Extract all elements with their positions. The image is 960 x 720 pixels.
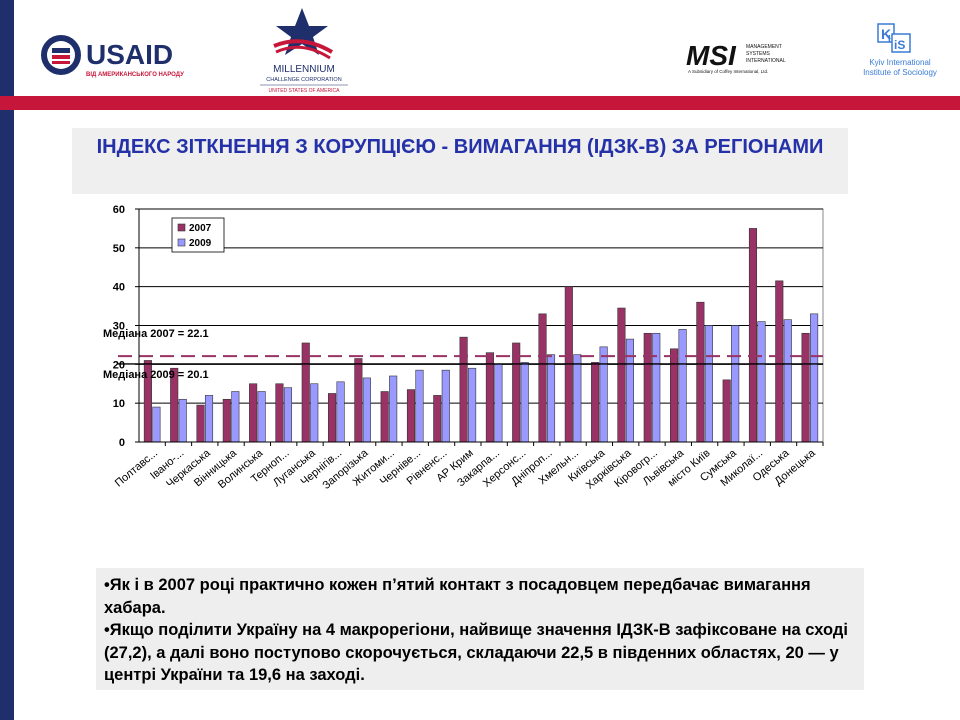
bar-2007-13 <box>459 336 468 443</box>
bar-2007-16 <box>538 313 547 443</box>
bar-2009-8 <box>336 381 345 443</box>
bar-2009-10 <box>389 375 398 443</box>
bar-2009-17 <box>573 354 582 443</box>
bar-2009-26 <box>810 313 819 443</box>
bar-2007-19 <box>617 307 626 443</box>
bar-2007-11 <box>406 389 416 443</box>
bar-2007-18 <box>591 362 600 443</box>
kiis-line2: Institute of Sociology <box>863 68 937 77</box>
y-tick-label: 10 <box>113 398 125 410</box>
left-accent-bar <box>0 0 14 720</box>
bar-2007-14 <box>485 352 494 443</box>
usaid-logo: USAID ВІД АМЕРИКАНСЬКОГО НАРОДУ <box>38 34 188 82</box>
bar-2009-24 <box>757 321 766 443</box>
bar-2007-12 <box>433 395 442 443</box>
median-label-2: Медіана 2009 = 20.1 <box>103 369 209 381</box>
bar-2007-25 <box>775 280 784 443</box>
mcc-line1: MILLENNIUM <box>273 64 335 75</box>
bar-2007-6 <box>275 383 284 443</box>
msi-line2: SYSTEMS <box>746 51 771 57</box>
bar-2007-21 <box>670 348 679 443</box>
header-divider-band <box>0 96 960 110</box>
bar-2009-4 <box>231 391 240 443</box>
bar-2007-24 <box>748 228 758 443</box>
bar-2009-3 <box>204 395 214 443</box>
bar-2009-9 <box>362 377 371 443</box>
kiis-mark-is: iS <box>894 38 905 52</box>
bar-2007-7 <box>301 342 310 443</box>
legend-swatch-2009 <box>177 238 186 247</box>
usaid-wordmark: USAID <box>86 39 173 70</box>
legend-label-2009: 2009 <box>189 238 212 249</box>
bar-2009-22 <box>704 325 713 443</box>
legend-label-2007: 2007 <box>189 223 212 234</box>
y-tick-label: 50 <box>113 243 125 255</box>
summary-notes: •Як і в 2007 році практично кожен п’ятий… <box>96 568 864 690</box>
bar-2009-2 <box>178 398 187 443</box>
slide-title: ІНДЕКС ЗІТКНЕННЯ З КОРУПЦІЄЮ - ВИМАГАННЯ… <box>72 128 848 194</box>
bar-2009-5 <box>257 391 266 443</box>
mcc-logo: MILLENNIUM CHALLENGE CORPORATION UNITED … <box>252 6 356 96</box>
msi-line3: INTERNATIONAL <box>746 58 786 64</box>
y-tick-label: 20 <box>113 359 125 371</box>
kiis-mark-k: K <box>881 26 891 42</box>
mcc-line2: CHALLENGE CORPORATION <box>266 77 341 83</box>
median-label-1: Медіана 2007 = 22.1 <box>103 328 209 340</box>
bar-2009-1 <box>152 406 161 443</box>
bar-2009-20 <box>652 332 661 443</box>
msi-tagline: A Subsidiary of Coffey International, Lt… <box>688 69 768 74</box>
bar-2007-23 <box>722 379 731 443</box>
y-tick-label: 0 <box>119 437 125 449</box>
msi-line1: MANAGEMENT <box>746 44 782 50</box>
kiis-logo: K I iS Kyiv International Institute of S… <box>854 20 944 80</box>
bar-2009-15 <box>520 362 529 443</box>
bar-2009-14 <box>494 364 503 443</box>
bar-2007-9 <box>354 358 363 443</box>
note-bullet-1: •Як і в 2007 році практично кожен п’ятий… <box>104 576 811 617</box>
bar-2007-15 <box>512 342 521 443</box>
bar-2007-26 <box>801 332 810 443</box>
y-tick-label: 30 <box>113 321 125 333</box>
y-tick-label: 40 <box>113 282 125 294</box>
y-tick-label: 60 <box>113 204 125 216</box>
bar-2009-6 <box>283 387 292 443</box>
legend-swatch-2007 <box>177 223 186 232</box>
bar-2007-10 <box>380 391 389 443</box>
bar-2007-8 <box>328 393 337 443</box>
bar-2007-4 <box>222 398 231 443</box>
legend-box <box>171 217 225 253</box>
bar-2009-25 <box>783 319 792 443</box>
bar-2009-12 <box>441 369 450 443</box>
kiis-line1: Kyiv International <box>869 58 931 67</box>
bar-2009-19 <box>625 338 634 443</box>
kiis-mark-i: I <box>888 34 891 45</box>
bar-2009-13 <box>468 367 477 443</box>
msi-mark: MSI <box>686 40 737 71</box>
note-bullet-2: •Якщо поділити Україну на 4 макрорегіони… <box>104 621 848 684</box>
msi-logo: MSI MANAGEMENT SYSTEMS INTERNATIONAL A S… <box>686 38 796 78</box>
bar-2007-5 <box>249 383 258 443</box>
bar-2007-3 <box>196 404 205 443</box>
bar-2009-18 <box>599 346 608 443</box>
bar-2007-20 <box>643 332 652 443</box>
bar-2009-21 <box>678 329 687 443</box>
usaid-subtitle: ВІД АМЕРИКАНСЬКОГО НАРОДУ <box>86 72 184 78</box>
mcc-line3: UNITED STATES OF AMERICA <box>269 88 341 94</box>
bar-2009-16 <box>546 354 556 443</box>
bar-2009-11 <box>415 369 424 443</box>
bar-2007-22 <box>696 301 705 443</box>
bar-2009-23 <box>731 325 740 443</box>
bar-2009-7 <box>310 383 319 443</box>
